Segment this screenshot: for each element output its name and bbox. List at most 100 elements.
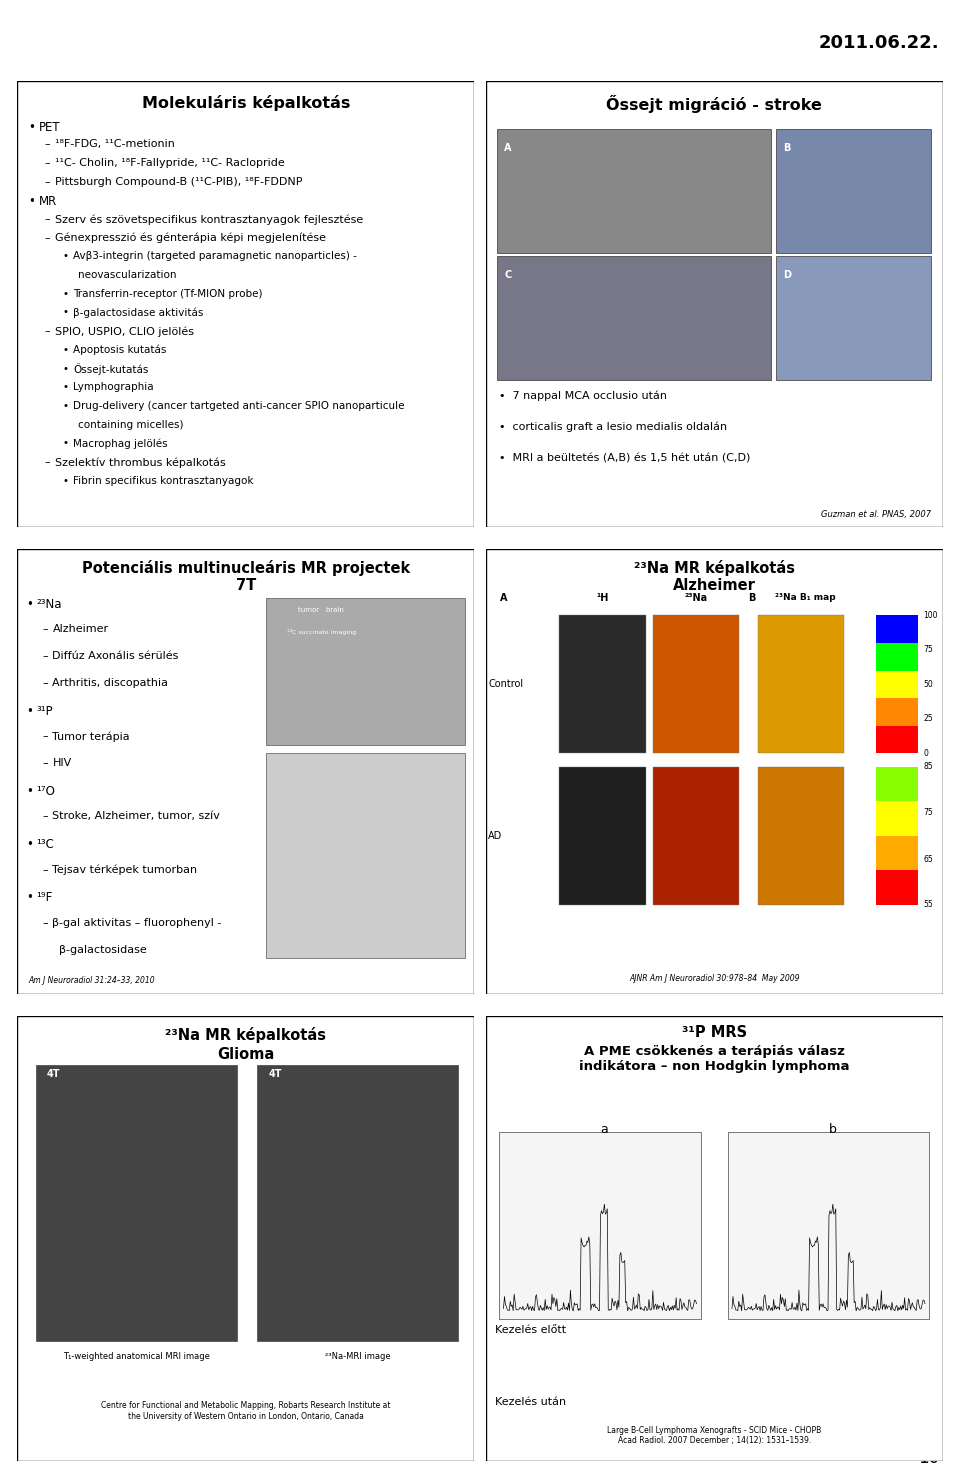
Text: Molekuláris képalkotás: Molekuláris képalkotás xyxy=(141,95,350,111)
Text: ¹⁸F-FDG, ¹¹C-metionin: ¹⁸F-FDG, ¹¹C-metionin xyxy=(55,139,175,149)
FancyBboxPatch shape xyxy=(36,1065,236,1341)
Text: •  MRI a beültetés (A,B) és 1,5 hét után (C,D): • MRI a beültetés (A,B) és 1,5 hét után … xyxy=(499,453,751,463)
FancyBboxPatch shape xyxy=(876,766,918,802)
Text: Kezelés előtt: Kezelés előtt xyxy=(495,1325,566,1336)
FancyBboxPatch shape xyxy=(497,256,772,380)
Text: Control: Control xyxy=(488,679,523,689)
Text: ¹⁷O: ¹⁷O xyxy=(36,785,56,797)
FancyBboxPatch shape xyxy=(757,766,845,905)
FancyBboxPatch shape xyxy=(559,766,646,905)
Text: A PME csökkenés a terápiás válasz
indikátora – non Hodgkin lymphoma: A PME csökkenés a terápiás válasz indiká… xyxy=(579,1046,850,1072)
Text: –: – xyxy=(45,327,50,336)
Text: –: – xyxy=(42,865,48,874)
Text: Alzheimer: Alzheimer xyxy=(53,624,108,634)
FancyBboxPatch shape xyxy=(499,1131,701,1319)
Text: A: A xyxy=(499,593,507,603)
Text: tumor   brain: tumor brain xyxy=(299,606,344,612)
Text: Szelektív thrombus képalkotás: Szelektív thrombus képalkotás xyxy=(55,457,226,467)
Text: ³¹P: ³¹P xyxy=(36,704,53,717)
FancyBboxPatch shape xyxy=(559,615,646,753)
Text: 75: 75 xyxy=(924,645,933,655)
Text: •: • xyxy=(63,288,69,299)
Text: Am J Neuroradiol 31:24–33, 2010: Am J Neuroradiol 31:24–33, 2010 xyxy=(29,976,156,985)
Text: •: • xyxy=(27,839,34,850)
Text: B: B xyxy=(782,143,790,152)
FancyBboxPatch shape xyxy=(486,549,943,994)
Text: •: • xyxy=(63,345,69,355)
Text: β-gal aktivitas – fluorophenyl -: β-gal aktivitas – fluorophenyl - xyxy=(53,918,222,929)
FancyBboxPatch shape xyxy=(486,81,943,527)
FancyBboxPatch shape xyxy=(257,1065,458,1341)
FancyBboxPatch shape xyxy=(486,1016,943,1461)
Text: –: – xyxy=(45,457,50,467)
Text: 50: 50 xyxy=(924,680,933,689)
Text: Diffúz Axonális sérülés: Diffúz Axonális sérülés xyxy=(53,651,179,661)
Text: –: – xyxy=(45,139,50,149)
Text: Pittsburgh Compound-B (¹¹C-PIB), ¹⁸F-FDDNP: Pittsburgh Compound-B (¹¹C-PIB), ¹⁸F-FDD… xyxy=(55,176,302,186)
Text: •: • xyxy=(63,251,69,262)
Text: Őssejt-kutatás: Őssejt-kutatás xyxy=(73,364,149,376)
Text: –: – xyxy=(42,757,48,768)
Text: Guzman et al. PNAS, 2007: Guzman et al. PNAS, 2007 xyxy=(821,509,931,519)
Text: Szerv és szövetspecifikus kontrasztanyagok fejlesztése: Szerv és szövetspecifikus kontrasztanyag… xyxy=(55,214,363,225)
Text: •: • xyxy=(63,382,69,392)
Text: ²³Na B₁ map: ²³Na B₁ map xyxy=(776,593,836,602)
FancyBboxPatch shape xyxy=(876,670,918,698)
Text: AD: AD xyxy=(488,831,502,842)
FancyBboxPatch shape xyxy=(653,615,739,753)
Text: Stroke, Alzheimer, tumor, szív: Stroke, Alzheimer, tumor, szív xyxy=(53,812,221,821)
Text: Transferrin-receptor (Tf-MION probe): Transferrin-receptor (Tf-MION probe) xyxy=(73,288,262,299)
Text: 100: 100 xyxy=(924,611,938,620)
Text: Őssejt migráció - stroke: Őssejt migráció - stroke xyxy=(607,95,822,112)
FancyBboxPatch shape xyxy=(17,1016,474,1461)
FancyBboxPatch shape xyxy=(17,81,474,527)
FancyBboxPatch shape xyxy=(728,1131,929,1319)
Text: –: – xyxy=(45,158,50,169)
Text: •: • xyxy=(63,364,69,374)
Text: Kezelés után: Kezelés után xyxy=(495,1396,566,1407)
Text: •: • xyxy=(63,308,69,318)
Text: ²³Na: ²³Na xyxy=(36,598,62,611)
FancyBboxPatch shape xyxy=(17,549,474,994)
Text: –: – xyxy=(42,677,48,688)
Text: •: • xyxy=(29,195,36,209)
Text: AJNR Am J Neuroradiol 30:978–84  May 2009: AJNR Am J Neuroradiol 30:978–84 May 2009 xyxy=(629,973,800,982)
Text: Alzheimer: Alzheimer xyxy=(673,578,756,593)
Text: Glioma: Glioma xyxy=(217,1047,275,1062)
FancyBboxPatch shape xyxy=(497,130,772,253)
Text: 10: 10 xyxy=(918,1449,939,1467)
FancyBboxPatch shape xyxy=(876,870,918,905)
Text: 0: 0 xyxy=(924,748,928,759)
Text: MR: MR xyxy=(38,195,57,209)
Text: ¹³C: ¹³C xyxy=(36,839,55,850)
FancyBboxPatch shape xyxy=(776,130,931,253)
Text: •: • xyxy=(63,401,69,411)
Text: •  corticalis graft a lesio medialis oldalán: • corticalis graft a lesio medialis olda… xyxy=(499,422,728,432)
Text: Génexpresszió és génterápia képi megjelenítése: Génexpresszió és génterápia képi megjele… xyxy=(55,232,325,243)
Text: 7T: 7T xyxy=(235,578,256,593)
Text: –: – xyxy=(42,624,48,634)
Text: ²³Na-MRI image: ²³Na-MRI image xyxy=(324,1352,391,1361)
Text: 75: 75 xyxy=(924,808,933,816)
Text: Apoptosis kutatás: Apoptosis kutatás xyxy=(73,345,166,355)
Text: A: A xyxy=(504,143,512,152)
Text: •: • xyxy=(27,892,34,905)
Text: •  7 nappal MCA occlusio után: • 7 nappal MCA occlusio után xyxy=(499,390,667,401)
Text: 85: 85 xyxy=(924,762,933,772)
Text: D: D xyxy=(782,269,791,280)
Text: Avβ3-integrin (targeted paramagnetic nanoparticles) -: Avβ3-integrin (targeted paramagnetic nan… xyxy=(73,251,357,262)
Text: ¹¹C- Cholin, ¹⁸F-Fallypride, ¹¹C- Raclopride: ¹¹C- Cholin, ¹⁸F-Fallypride, ¹¹C- Raclop… xyxy=(55,158,284,169)
FancyBboxPatch shape xyxy=(876,802,918,836)
Text: Lymphographia: Lymphographia xyxy=(73,382,154,392)
FancyBboxPatch shape xyxy=(266,753,465,958)
Text: Drug-delivery (cancer tartgeted anti-cancer SPIO nanoparticule: Drug-delivery (cancer tartgeted anti-can… xyxy=(73,401,404,411)
Text: 65: 65 xyxy=(924,855,933,864)
Text: ¹³C succinate imaging: ¹³C succinate imaging xyxy=(287,629,356,634)
Text: 2011.06.22.: 2011.06.22. xyxy=(818,34,939,52)
Text: SPIO, USPIO, CLIO jelölés: SPIO, USPIO, CLIO jelölés xyxy=(55,327,194,337)
Text: •: • xyxy=(27,598,34,611)
Text: ¹H: ¹H xyxy=(596,593,609,603)
Text: –: – xyxy=(45,232,50,243)
FancyBboxPatch shape xyxy=(876,615,918,643)
Text: –: – xyxy=(42,812,48,821)
